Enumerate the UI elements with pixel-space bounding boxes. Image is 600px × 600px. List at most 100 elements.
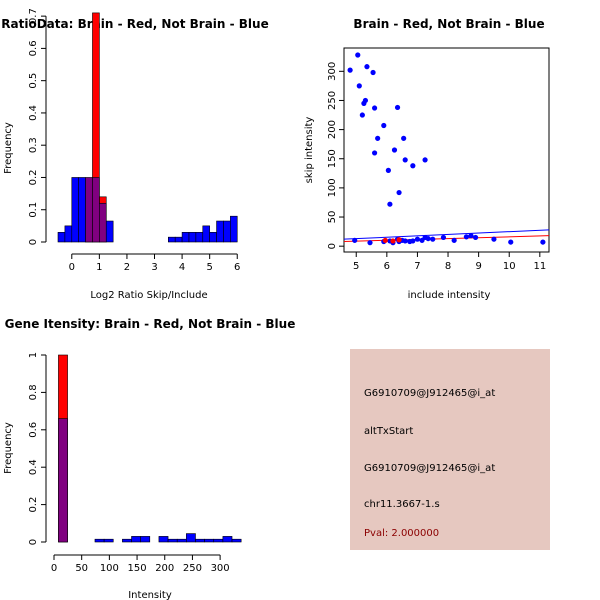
x-tick-label-6: 300	[211, 563, 230, 574]
not-brain-bar-8	[176, 538, 187, 543]
not-brain-point-16	[396, 189, 402, 196]
not-brain-point-29	[402, 238, 408, 244]
not-brain-point-40	[468, 233, 474, 239]
y-tick-label-0: 0	[28, 239, 39, 245]
not-brain-bar-15	[216, 220, 224, 243]
not-brain-bar-4	[85, 177, 93, 243]
intensity-scatter-ylabel: skip intensity	[304, 117, 315, 184]
gene-intensity-histogram-title: Gene Itensity: Brain - Red, Not Brain - …	[5, 317, 296, 331]
not-brain-point-20	[422, 157, 428, 163]
ratio-histogram-xlabel: Log2 Ratio Skip/Include	[90, 290, 207, 301]
ratio-histogram: RatioData: Brain - Red, Not Brain - Blue…	[1, 8, 268, 301]
x-tick-label-0: 0	[69, 262, 75, 273]
not-brain-bar-10	[181, 232, 190, 243]
y-tick-label-0: 0	[28, 539, 39, 545]
not-brain-point-36	[430, 236, 436, 242]
intensity-scatter-title: Brain - Red, Not Brain - Blue	[353, 17, 544, 31]
not-brain-bar-12	[195, 232, 204, 243]
not-brain-bar-5	[140, 536, 151, 543]
ratio-histogram-ylabel: Frequency	[3, 122, 14, 174]
gene-intensity-histogram-xlabel: Intensity	[128, 590, 172, 600]
not-brain-point-38	[451, 237, 457, 243]
x-tick-label-2: 100	[100, 563, 119, 574]
scatter-plot-frame	[343, 47, 550, 253]
not-brain-point-13	[387, 201, 393, 207]
brain-point-0	[382, 237, 388, 243]
not-brain-bar-9	[186, 533, 196, 543]
intensity-scatter-plot: 5 6 7 8 9 10 11 0 50 100 150 200 250 300	[327, 47, 550, 272]
x-tick-label-3: 3	[151, 262, 157, 273]
not-brain-fit-line	[343, 229, 550, 240]
info-panel-background	[350, 349, 550, 550]
not-brain-bar-13	[222, 536, 233, 543]
x-tick-label-3: 150	[128, 563, 147, 574]
gene-intensity-histogram-ylabel: Frequency	[3, 422, 14, 474]
not-brain-point-42	[491, 236, 497, 242]
x-tick-label-2: 2	[124, 262, 130, 273]
not-brain-point-0	[347, 67, 353, 73]
not-brain-bar-11	[188, 232, 197, 243]
y-tick-label-5: 0.5	[28, 73, 39, 89]
not-brain-bar-3	[122, 538, 132, 543]
not-brain-point-21	[352, 237, 358, 243]
x-tick-label-5: 250	[183, 563, 202, 574]
y-tick-label-2: 0.2	[28, 170, 39, 186]
ratio-histogram-title: RatioData: Brain - Red, Not Brain - Blue	[1, 17, 268, 31]
not-brain-point-22	[367, 240, 373, 246]
x-tick-label-1: 1	[96, 262, 102, 273]
x-tick-label-6: 6	[234, 262, 240, 273]
scatter-x-tick-label-3: 8	[445, 261, 451, 272]
x-tick-label-1: 50	[75, 563, 88, 574]
not-brain-point-5	[362, 97, 369, 104]
not-brain-point-2	[356, 83, 362, 89]
y-tick-label-4: 0.8	[28, 384, 39, 400]
not-brain-bar-12	[213, 538, 224, 543]
info-line-location: chr11.3667-1.s	[364, 499, 440, 510]
not-brain-bar-9	[174, 236, 183, 243]
not-brain-bar-17	[230, 215, 238, 243]
not-brain-point-44	[540, 239, 546, 245]
scatter-y-tick-label-0: 0	[327, 243, 338, 249]
scatter-x-tick-label-2: 7	[414, 261, 420, 272]
not-brain-bar-2	[71, 177, 79, 243]
not-brain-bar-13	[202, 225, 210, 243]
brain-point-1	[390, 238, 396, 244]
x-tick-label-4: 200	[155, 563, 174, 574]
not-brain-bar-4	[131, 536, 141, 543]
scatter-y-tick-label-1: 50	[327, 211, 338, 224]
gene-intensity-histogram-bars	[58, 354, 242, 543]
intensity-scatter: Brain - Red, Not Brain - Blue include in…	[304, 17, 550, 301]
not-brain-bar-6	[99, 202, 107, 243]
not-brain-bar-16	[223, 220, 231, 243]
not-brain-bar-3	[78, 177, 86, 243]
not-brain-bar-5	[92, 177, 100, 243]
info-line-probe-id: G6910709@J912465@i_at	[364, 388, 495, 399]
y-tick-label-3: 0.3	[28, 137, 39, 153]
not-brain-bar-14	[209, 232, 217, 243]
not-brain-point-43	[508, 239, 514, 245]
y-tick-label-3: 0.6	[28, 422, 39, 438]
not-brain-point-8	[371, 105, 378, 111]
not-brain-bar-0	[57, 232, 66, 243]
x-tick-label-5: 5	[206, 262, 212, 273]
not-brain-bar-7	[105, 220, 114, 243]
y-tick-label-1: 0.2	[28, 497, 39, 513]
not-brain-point-14	[391, 147, 398, 153]
info-line-event-type: altTxStart	[364, 426, 413, 437]
not-brain-point-10	[375, 135, 381, 141]
info-line-pval: Pval: 2.000000	[364, 528, 439, 539]
not-brain-point-9	[371, 150, 378, 156]
info-panel: G6910709@J912465@i_at altTxStart G691070…	[350, 349, 550, 550]
not-brain-bar-1	[64, 225, 73, 243]
y-tick-label-1: 0.1	[28, 202, 39, 218]
brain-point-2	[396, 237, 402, 243]
scatter-x-tick-label-4: 9	[475, 261, 481, 272]
scatter-x-tick-label-5: 10	[503, 261, 516, 272]
x-tick-label-0: 0	[51, 563, 57, 574]
not-brain-point-17	[401, 135, 407, 141]
scatter-y-tick-label-2: 100	[327, 178, 338, 197]
not-brain-bar-10	[195, 538, 205, 543]
not-brain-bar-8	[168, 236, 176, 243]
x-tick-label-4: 4	[179, 262, 185, 273]
